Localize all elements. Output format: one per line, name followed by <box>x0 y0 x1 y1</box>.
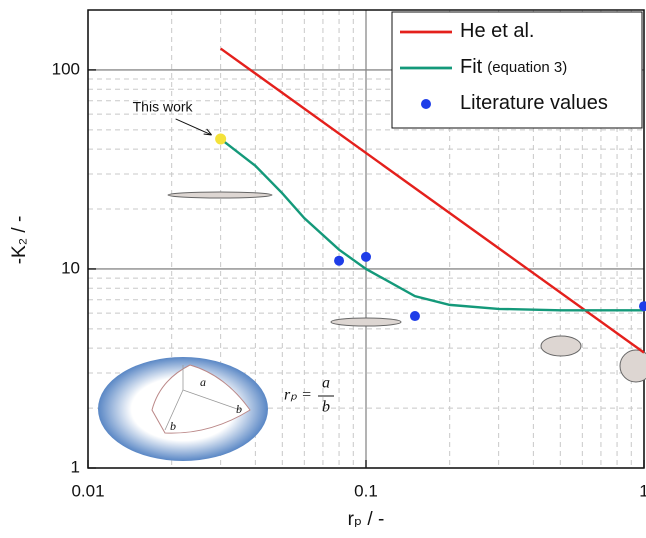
x-tick-label: 1 <box>639 481 646 500</box>
x-tick-label: 0.1 <box>354 481 378 500</box>
illustration-label: b <box>170 419 176 433</box>
particle-shape <box>331 318 401 326</box>
formula: a <box>322 375 330 392</box>
x-tick-label: 0.01 <box>71 481 104 500</box>
data-point <box>334 256 344 266</box>
data-point <box>361 252 371 262</box>
particle-shape <box>541 336 581 356</box>
x-axis-label: rₚ / - <box>348 509 385 530</box>
y-tick-label: 100 <box>52 59 80 78</box>
legend-label: Fit(equation 3) <box>460 56 567 78</box>
y-tick-label: 1 <box>71 457 80 476</box>
data-point <box>410 311 420 321</box>
particle-shape <box>168 192 272 198</box>
legend-label-text: He et al. <box>460 20 534 42</box>
legend-label-note: (equation 3) <box>487 59 567 76</box>
illustration-label: a <box>200 375 206 389</box>
highlight-point <box>215 133 226 144</box>
annotation-arrow <box>176 119 212 135</box>
legend-label: Literature values <box>460 92 608 114</box>
chart: a b b rₚ = a b rₚ / - -K₂ / - 0.01 0.1 1 1 1… <box>0 0 646 533</box>
legend-label-text: Fit <box>460 56 483 78</box>
y-tick-label: 10 <box>61 258 80 277</box>
legend-label: He et al. <box>460 20 534 42</box>
formula: b <box>322 399 330 416</box>
legend-swatch <box>421 99 431 109</box>
formula: rₚ = <box>284 387 312 404</box>
particle-shape <box>620 350 646 382</box>
legend-label-text: Literature values <box>460 92 608 114</box>
y-axis-label: -K₂ / - <box>9 216 30 265</box>
annotation: This work <box>133 99 194 115</box>
series-line <box>221 139 644 310</box>
legend: He et al. Fit(equation 3) Literature value… <box>392 12 642 128</box>
illustration-label: b <box>236 402 242 416</box>
